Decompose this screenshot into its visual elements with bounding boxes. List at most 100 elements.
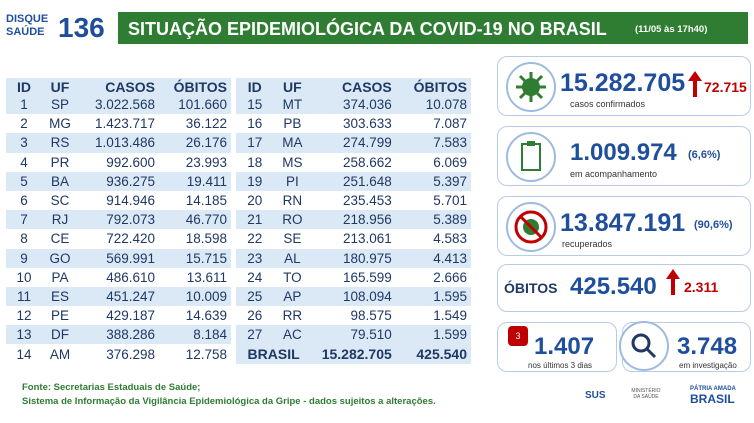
cell: 17: [236, 133, 274, 153]
cell: 4: [20, 154, 28, 170]
cell: MA: [273, 133, 312, 153]
title-bar: SITUAÇÃO EPIDEMIOLÓGICA DA COVID-19 NO B…: [118, 12, 748, 44]
cell: 10: [16, 269, 32, 285]
cell: 6.069: [433, 154, 467, 170]
cell: 26: [247, 308, 263, 324]
cell: PB: [283, 116, 302, 132]
cell: 2: [20, 116, 28, 132]
cell: 14.185: [185, 193, 227, 209]
header-row: ID UF CASOS ÓBITOS: [236, 78, 471, 95]
row: 3 RS 1.013.486 26.176: [6, 133, 231, 153]
row: 2 MG 1.423.717 36.122: [6, 114, 231, 133]
logo-line: SAÚDE: [6, 26, 45, 38]
stat-box: ÓBITOS 425.540 2.311: [497, 264, 751, 312]
logo-line: DISQUE: [6, 13, 49, 25]
cell: 914.946: [106, 193, 155, 209]
row: 16 PB 303.633 7.087: [236, 114, 471, 133]
cell: 23: [236, 248, 274, 268]
row: 13 DF 388.286 8.184: [6, 325, 231, 345]
row: 26 RR 98.575 1.549: [236, 306, 471, 325]
table-right: ID UF CASOS ÓBITOS 15 MT 374.036 10.078 16 PB 303.…: [236, 78, 471, 364]
row: 6 SC 914.946 14.185: [6, 191, 231, 210]
cell: 10.009: [159, 286, 231, 307]
logo-number: 136: [58, 12, 105, 43]
cell: DF: [42, 325, 78, 345]
stat-increase: 72.715: [704, 79, 747, 95]
cell: 722.420: [106, 231, 155, 247]
cell: SC: [50, 193, 70, 209]
cell: PR: [50, 154, 70, 170]
row: 25 AP 108.094 1.595: [236, 286, 471, 307]
cell: AM: [49, 346, 71, 362]
cell: RJ: [42, 210, 78, 230]
cell: 992.600: [106, 154, 155, 170]
stat-box: 3.748 em investigação: [619, 321, 751, 372]
cell: 8.184: [159, 325, 231, 345]
cell: 5.397: [395, 171, 471, 191]
stat-caption: casos confirmados: [570, 99, 646, 109]
cell: 21: [236, 210, 274, 230]
cell: 251.648: [311, 171, 396, 191]
cell: ES: [42, 286, 78, 307]
row: 23 AL 180.975 4.413: [236, 248, 471, 268]
footer: Fonte: Secretarias Estaduais de Saúde; S…: [22, 381, 436, 409]
stat-box: 13.847.191 (90,6%) recuperados: [497, 196, 751, 256]
column-header: CASOS: [78, 78, 159, 95]
stat-value: 425.540: [570, 273, 657, 300]
cell: 18.598: [185, 231, 227, 247]
logo-gov: PÁTRIA AMADA BRASIL: [690, 384, 736, 405]
cell: 3.022.568: [78, 95, 159, 115]
cell: 25: [236, 286, 274, 307]
column-header: ÓBITOS: [395, 78, 471, 95]
row: 7 RJ 792.073 46.770: [6, 210, 231, 230]
total-row: BRASIL 15.282.705 425.540: [236, 344, 471, 364]
cell: 425.540: [395, 344, 471, 364]
cell: 15.715: [159, 248, 231, 268]
row: 27 AC 79.510 1.599: [236, 325, 471, 345]
cell: 1.549: [433, 308, 467, 324]
column-header: ÓBITOS: [159, 78, 231, 95]
column-header: UF: [42, 78, 78, 95]
row: 5 BA 936.275 19.411: [6, 171, 231, 191]
stat-increase: 2.311: [684, 279, 719, 295]
row: 22 SE 213.061 4.583: [236, 229, 471, 248]
stat-value: 3.748: [677, 333, 738, 360]
cell: TO: [283, 269, 302, 285]
cell: PA: [51, 269, 69, 285]
cell: 569.991: [78, 248, 159, 268]
cell: 36.122: [185, 116, 227, 132]
row: 14 AM 376.298 12.758: [6, 344, 231, 363]
table-left: ID UF CASOS ÓBITOS 1 SP 3.022.568 101.660 2 MG 1.4…: [6, 78, 231, 364]
cell: 218.956: [311, 210, 396, 230]
cell: MS: [282, 154, 303, 170]
cell: 8: [20, 231, 28, 247]
cell: 936.275: [78, 171, 159, 191]
cell: GO: [42, 248, 78, 268]
column-header: ID: [236, 78, 274, 95]
icon: [619, 321, 669, 371]
row: 10 PA 486.610 13.611: [6, 268, 231, 287]
cell: PE: [50, 308, 69, 324]
cell: 26.176: [159, 133, 231, 153]
cell: 376.298: [106, 346, 155, 362]
cell: 1.595: [395, 286, 471, 307]
icon: [506, 132, 556, 182]
cell: 4.413: [395, 248, 471, 268]
cell: 5: [6, 171, 42, 191]
cell: PI: [273, 171, 312, 191]
stat-value: 1.407: [534, 333, 595, 360]
stat-box: 1.009.974 (6,6%) em acompanhamento: [497, 126, 751, 186]
cell: 165.599: [342, 269, 392, 285]
cell: SP: [42, 95, 78, 115]
cell: BA: [42, 171, 78, 191]
cell: 27: [236, 325, 274, 345]
cell: 180.975: [311, 248, 396, 268]
row: 20 RN 235.453 5.701: [236, 191, 471, 210]
arrow-up: [688, 71, 702, 97]
arrow-up: [666, 269, 680, 295]
cell: 108.094: [311, 286, 396, 307]
cell: 18: [247, 154, 263, 170]
cell: 20: [247, 193, 263, 209]
cell: 486.610: [106, 269, 155, 285]
